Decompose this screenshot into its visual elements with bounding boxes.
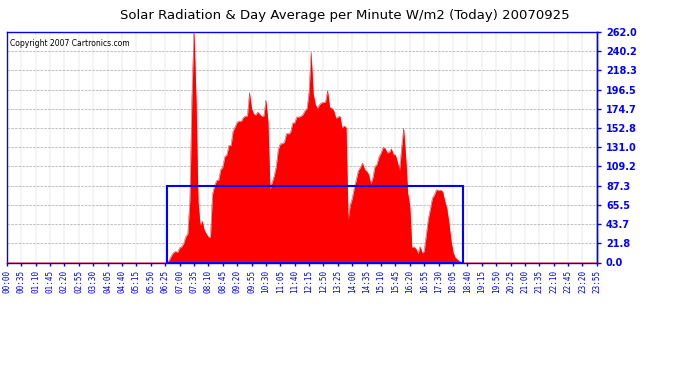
Text: Copyright 2007 Cartronics.com: Copyright 2007 Cartronics.com bbox=[10, 39, 130, 48]
Text: Solar Radiation & Day Average per Minute W/m2 (Today) 20070925: Solar Radiation & Day Average per Minute… bbox=[120, 9, 570, 22]
Bar bbox=[167, 186, 463, 262]
